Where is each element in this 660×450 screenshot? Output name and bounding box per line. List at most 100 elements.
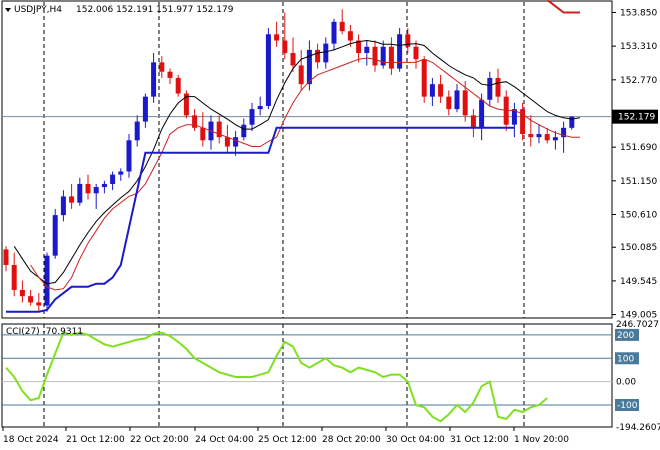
candle-body [85, 183, 91, 194]
candle-body [569, 116, 575, 128]
candle-body [28, 296, 34, 303]
cci-axis-label: 100 [617, 354, 634, 364]
candle-body [388, 46, 394, 69]
candle-body [200, 127, 206, 141]
candle-body [429, 84, 435, 97]
main-panel-frame [1, 0, 613, 319]
cci-level-tag [615, 328, 639, 341]
candle-body [159, 62, 165, 72]
candle-body [142, 96, 148, 122]
candle-body [216, 121, 222, 138]
candle-body [77, 183, 83, 203]
price-axis-label: 153.310 [620, 42, 657, 52]
candle-body [134, 121, 140, 141]
candle-body [520, 109, 526, 135]
candle-body [454, 90, 460, 110]
candle-body [265, 34, 271, 107]
candle-body [183, 93, 189, 116]
candle-body [36, 302, 42, 306]
time-axis-label: 30 Oct 04:00 [386, 435, 445, 445]
cci-panel-frame [1, 323, 613, 428]
time-axis-label: 24 Oct 04:00 [195, 435, 254, 445]
candle-body [479, 99, 485, 128]
time-axis-label: 31 Oct 12:00 [450, 435, 509, 445]
candle-body [552, 137, 558, 141]
price-axis-label: 150.085 [620, 243, 657, 253]
candle-body [495, 77, 501, 97]
candle-body [462, 90, 468, 116]
candle-body [511, 109, 517, 125]
candle-body [298, 65, 304, 85]
candle-body [192, 115, 198, 128]
candle-body [315, 49, 321, 63]
candle-body [167, 71, 173, 78]
candle-body [93, 187, 99, 194]
candle-body [446, 96, 452, 110]
indicator-line-1 [30, 57, 580, 291]
candle-body [347, 31, 353, 41]
candle-body [3, 249, 9, 265]
cci-axis-label: 0.00 [616, 378, 636, 388]
candle-body [421, 59, 427, 97]
candle-body [282, 40, 288, 53]
candle-body [372, 46, 378, 66]
cci-axis-label: -100 [617, 401, 638, 411]
candle-body [110, 174, 116, 184]
indicator-line-2 [6, 126, 515, 313]
candle-body [323, 43, 329, 63]
price-axis-label: 151.150 [620, 177, 657, 187]
price-axis-label: 149.005 [620, 311, 657, 321]
candle-body [249, 109, 255, 125]
candle-body [339, 21, 345, 32]
candle-body [175, 77, 181, 94]
candle-body [274, 34, 280, 41]
candle-body [224, 137, 230, 147]
candle-body [380, 46, 386, 66]
candle-body [69, 196, 75, 203]
cci-level-tag [615, 352, 639, 365]
candle-body [60, 196, 66, 216]
candle-body [44, 255, 50, 306]
cci-level-tag [615, 398, 639, 411]
candle-body [438, 84, 444, 97]
time-axis-label: 25 Oct 12:00 [258, 435, 317, 445]
current-price-label: 152.179 [618, 113, 655, 123]
cci-axis-label: 246.7027 [616, 320, 659, 330]
candle-body [233, 137, 239, 147]
current-price-tag [612, 109, 658, 124]
time-axis-label: 22 Oct 20:00 [130, 435, 189, 445]
candle-body [397, 34, 403, 69]
ohlc-readout: 152.006 152.191 151.977 152.179 [76, 5, 234, 15]
candle-body [487, 77, 493, 100]
candle-body [364, 46, 370, 53]
time-axis-label: 18 Oct 2024 [3, 435, 59, 445]
cci-axis-label: 200 [617, 331, 634, 341]
candle-body [118, 171, 124, 175]
candle-body [290, 53, 296, 66]
candle-body [528, 134, 534, 138]
candle-body [470, 115, 476, 128]
symbol-label: USDJPY,H4 [14, 5, 62, 15]
cci-line [5, 331, 548, 423]
candle-body [19, 289, 25, 297]
time-axis-label: 21 Oct 12:00 [66, 435, 125, 445]
cci-indicator-label: CCI(27) -70.9311 [6, 327, 83, 337]
price-axis-label: 153.850 [620, 8, 657, 18]
price-axis-label: 149.545 [620, 277, 657, 287]
candle-body [413, 46, 419, 60]
candle-body [331, 21, 337, 44]
price-axis-label: 152.770 [620, 76, 657, 86]
dropdown-triangle-icon [5, 8, 11, 12]
candle-body [126, 140, 132, 172]
candle-body [561, 127, 567, 138]
candle-body [241, 124, 247, 138]
candle-body [101, 183, 107, 188]
candle-body [306, 49, 312, 85]
price-axis-label: 150.610 [620, 210, 657, 220]
time-axis-label: 28 Oct 20:00 [322, 435, 381, 445]
candle-body [257, 106, 263, 110]
indicator-line-0 [13, 39, 581, 285]
candle-body [11, 265, 17, 290]
cci-axis-label: -194.2607 [616, 423, 660, 433]
